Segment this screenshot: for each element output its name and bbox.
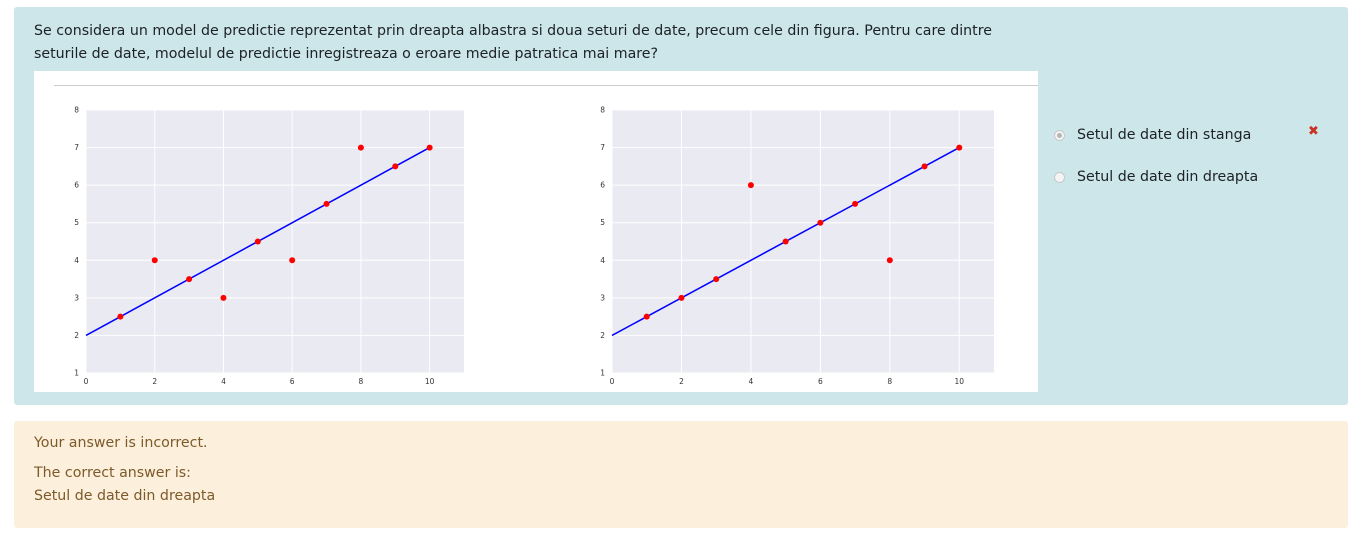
y-tick-label: 6	[74, 181, 79, 190]
y-tick-label: 3	[74, 293, 79, 302]
data-point	[426, 144, 433, 151]
question-figure: 0 2 4 6 8 10 1 2 3 4 5 6 7 8 0 2 4 6 8 10 1 2 3 4 5 6 7 8	[34, 71, 1038, 392]
feedback-correct-value: Setul de date din dreapta	[34, 488, 216, 504]
answer-option-right[interactable]: Setul de date din dreapta	[1054, 166, 1258, 188]
y-tick-label: 7	[600, 143, 605, 152]
x-tick-label: 10	[425, 377, 435, 386]
y-tick-label: 8	[600, 106, 605, 115]
radio-left[interactable]	[1054, 129, 1065, 141]
plot-area	[86, 110, 464, 373]
data-point	[921, 163, 928, 170]
question-text: Se considera un model de predictie repre…	[34, 23, 992, 62]
y-tick-label: 1	[74, 369, 79, 378]
x-tick-label: 0	[610, 377, 615, 386]
data-point	[782, 238, 789, 245]
x-tick-label: 10	[954, 377, 964, 386]
y-tick-label: 7	[74, 143, 79, 152]
data-point	[678, 294, 685, 301]
answer-option-left-label: Setul de date din stanga	[1077, 127, 1252, 143]
data-point	[289, 257, 296, 264]
data-point	[747, 182, 754, 189]
x-tick-label: 4	[221, 377, 226, 386]
data-point	[357, 144, 364, 151]
data-point	[643, 313, 650, 320]
data-point	[151, 257, 158, 264]
feedback-result: Your answer is incorrect.	[34, 435, 208, 451]
radio-right[interactable]	[1054, 171, 1065, 183]
y-tick-label: 5	[600, 218, 605, 227]
x-tick-label: 6	[818, 377, 823, 386]
data-point	[117, 313, 124, 320]
plot-area	[612, 110, 994, 373]
x-tick-label: 6	[290, 377, 295, 386]
x-tick-label: 2	[679, 377, 684, 386]
data-point	[886, 257, 893, 264]
y-tick-label: 4	[600, 256, 605, 265]
x-tick-label: 4	[749, 377, 754, 386]
x-tick-label: 0	[84, 377, 89, 386]
data-point	[392, 163, 399, 170]
feedback-panel: Your answer is incorrect. The correct an…	[14, 421, 1348, 528]
data-point	[323, 200, 330, 207]
y-tick-label: 5	[74, 218, 79, 227]
feedback-correct-heading: The correct answer is:	[34, 465, 191, 481]
data-point	[186, 276, 193, 283]
x-tick-label: 8	[359, 377, 364, 386]
answer-option-left[interactable]: Setul de date din stanga	[1054, 124, 1251, 146]
y-tick-label: 1	[600, 369, 605, 378]
data-point	[956, 144, 963, 151]
answer-option-right-label: Setul de date din dreapta	[1077, 169, 1259, 185]
question-panel: Se considera un model de predictie repre…	[14, 7, 1348, 405]
y-tick-label: 2	[600, 331, 605, 340]
data-point	[220, 294, 227, 301]
y-tick-label: 6	[600, 181, 605, 190]
incorrect-icon: ✖	[1308, 124, 1319, 139]
y-tick-label: 2	[74, 331, 79, 340]
y-tick-label: 8	[74, 106, 79, 115]
x-tick-label: 2	[152, 377, 157, 386]
data-point	[817, 219, 824, 226]
x-tick-label: 8	[887, 377, 892, 386]
y-tick-label: 4	[74, 256, 79, 265]
data-point	[713, 276, 720, 283]
data-point	[852, 200, 859, 207]
data-point	[254, 238, 261, 245]
y-tick-label: 3	[600, 293, 605, 302]
